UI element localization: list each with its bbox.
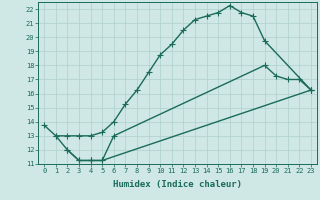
X-axis label: Humidex (Indice chaleur): Humidex (Indice chaleur): [113, 180, 242, 189]
